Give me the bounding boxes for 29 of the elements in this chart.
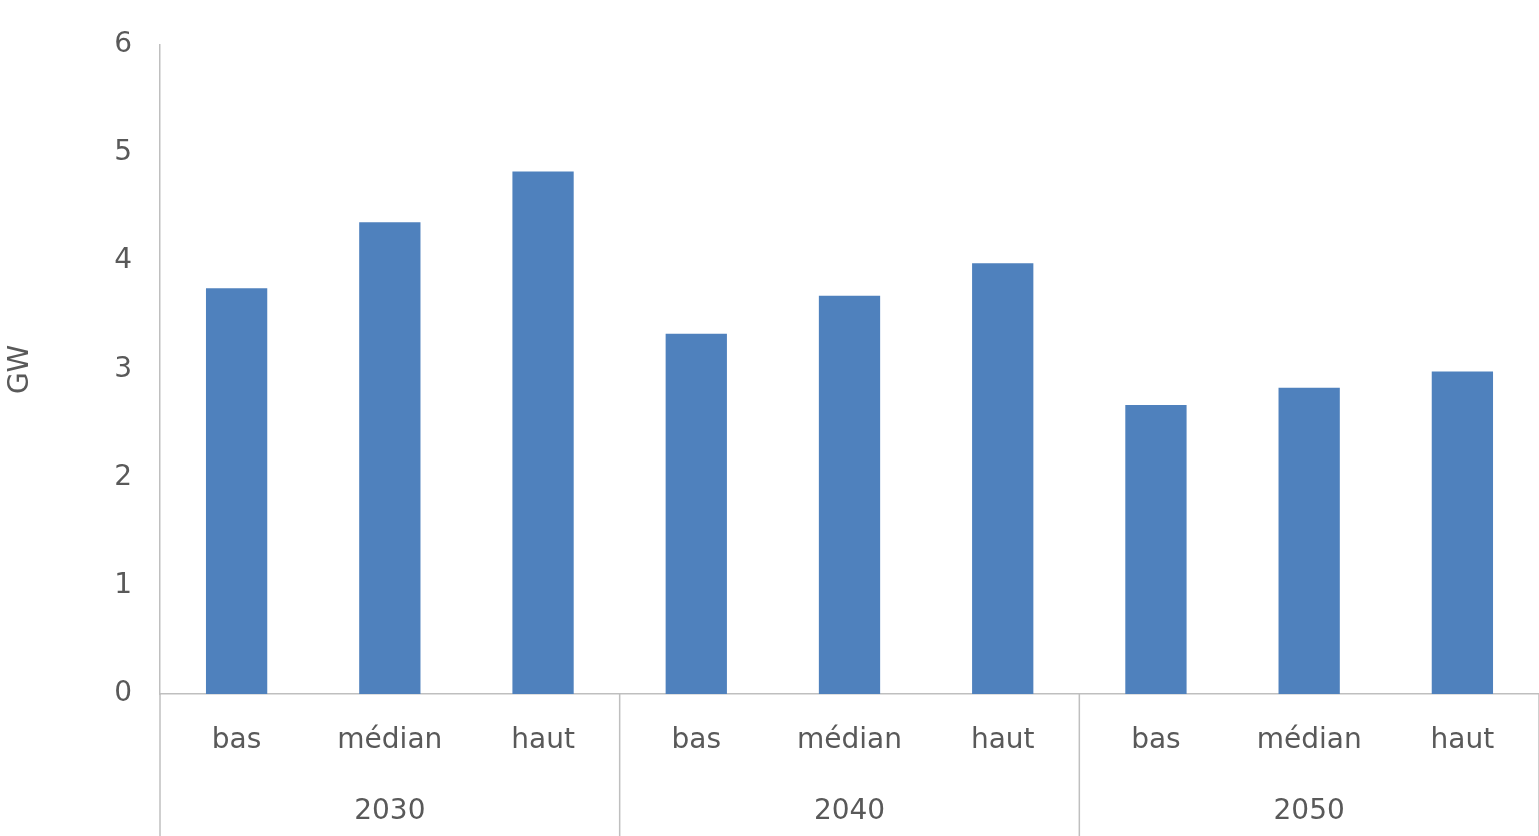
bar [972,263,1034,694]
y-tick-label: 0 [114,675,132,709]
x-tick-label: bas [211,722,262,756]
text: 2030 [354,793,426,827]
y-tick-label: 3 [114,350,132,384]
bar [512,171,574,694]
bar [818,295,881,694]
x-tick-label: médian [1256,722,1362,756]
x-tick-label: haut [1430,722,1495,756]
x-tick-label: médian [797,722,902,756]
y-tick-label: 1 [114,567,132,601]
text: 2040 [813,793,886,827]
x-tick-label: bas [671,722,722,756]
text: 2050 [1273,793,1345,827]
bar [1431,371,1494,694]
bar [1125,405,1187,694]
bar [359,222,421,694]
y-tick-label: 2 [114,458,132,492]
y-tick-label: 5 [114,134,132,168]
bar [1278,387,1340,694]
bar [205,288,268,694]
x-tick-label: médian [337,722,443,756]
x-tick-label: haut [511,722,575,756]
bar [665,333,727,694]
x-tick-label: haut [970,722,1035,756]
y-tick-label: 6 [114,26,132,60]
y-axis-title: GW [2,344,36,395]
x-tick-label: bas [1131,722,1181,756]
y-tick-label: 4 [114,242,132,276]
